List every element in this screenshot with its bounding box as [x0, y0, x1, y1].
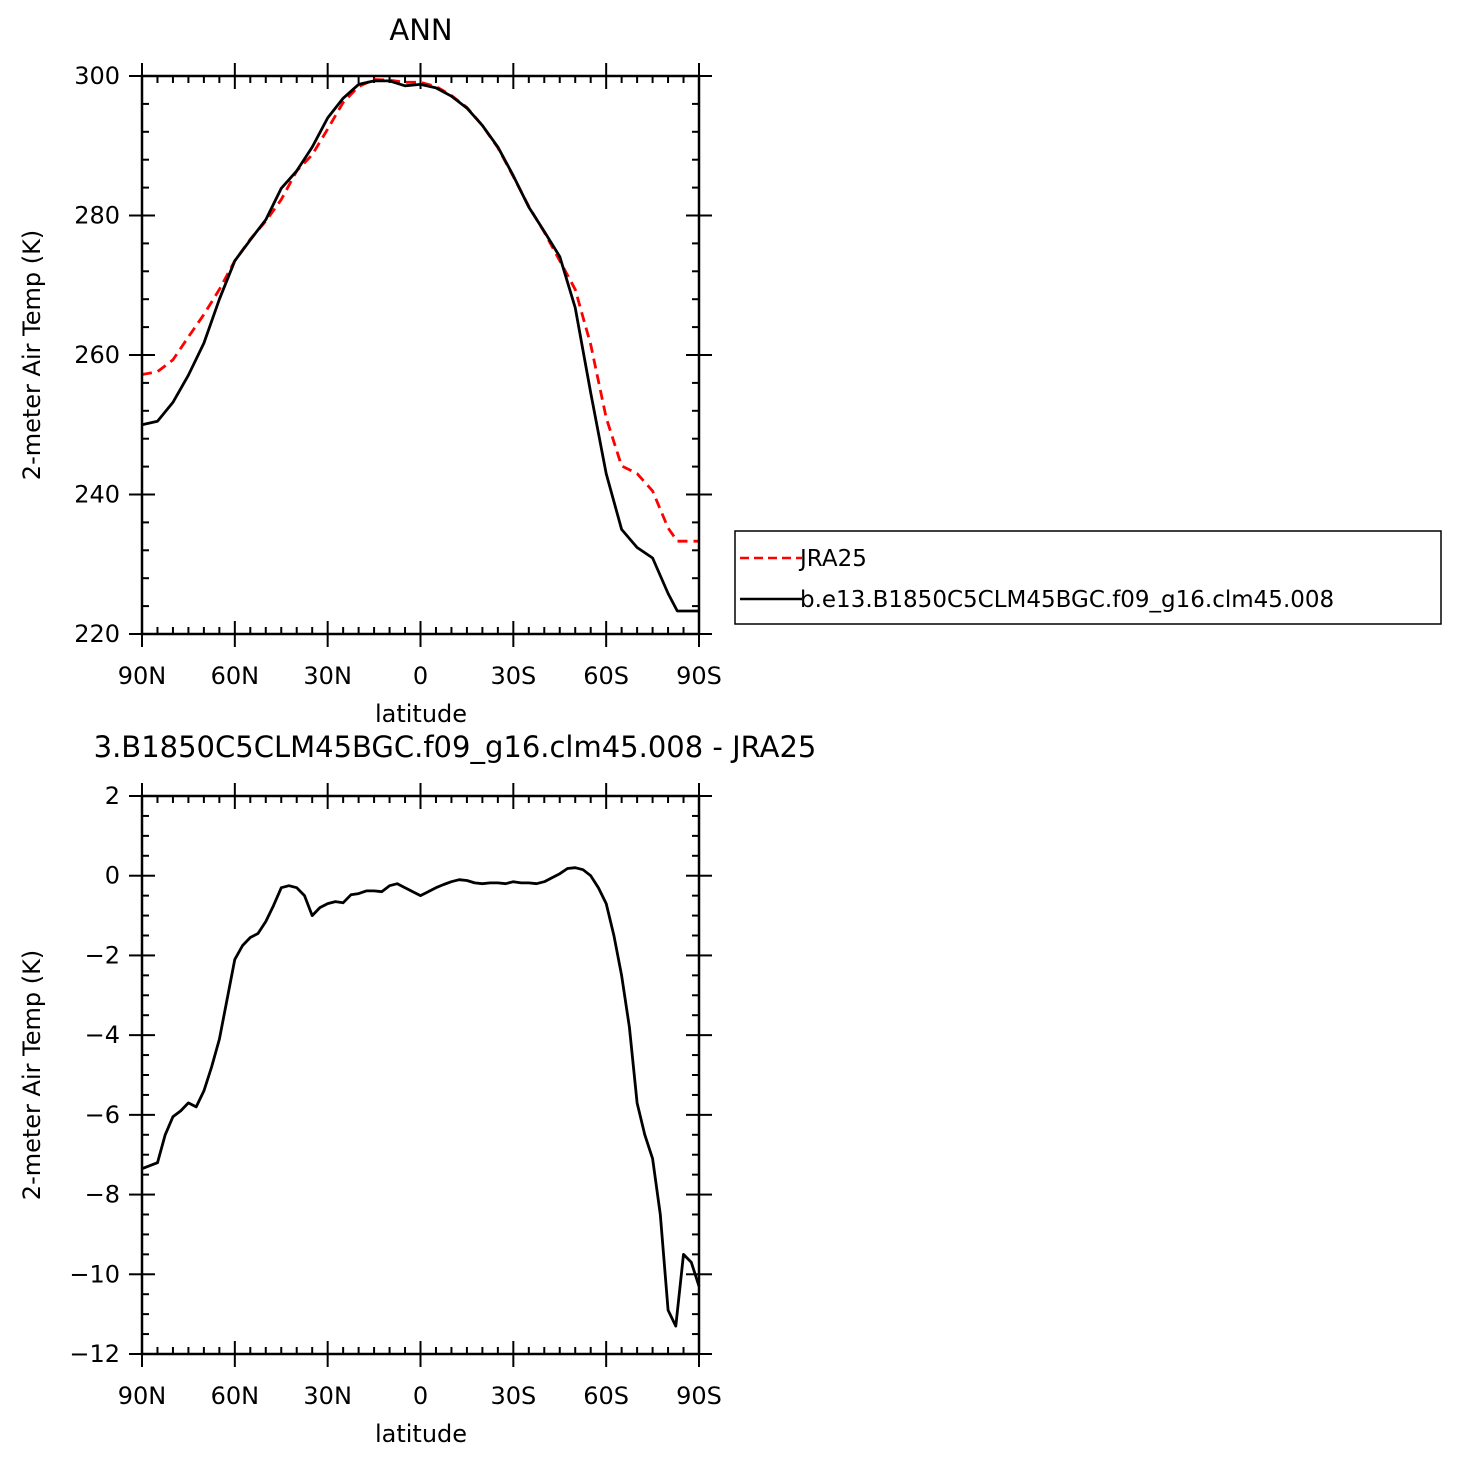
top-chart-title: ANN	[389, 13, 452, 47]
bottom-chart-title: 3.B1850C5CLM45BGC.f09_g16.clm45.008 - JR…	[94, 730, 817, 764]
bottom-plot-frame	[140, 794, 701, 1356]
bottom-x-tick-label: 90N	[118, 1382, 167, 1410]
bottom-y-tick-label: −10	[69, 1260, 120, 1288]
top-chart-marks: 90N 60N 30N 0 30S 60S 90S 220 240 260 280 300	[74, 62, 722, 690]
bottom-y-axis-label: 2-meter Air Temp (K)	[18, 950, 46, 1200]
bottom-y-tick-label: −2	[85, 941, 120, 969]
top-x-tick-label: 30S	[490, 662, 536, 690]
top-y-tick-label: 260	[74, 341, 120, 369]
top-x-tick-label: 90N	[118, 662, 167, 690]
legend-box	[734, 530, 1442, 625]
bottom-x-tick-label: 30N	[303, 1382, 352, 1410]
top-y-tick-label: 220	[74, 620, 120, 648]
bottom-y-tick-label: −4	[85, 1021, 120, 1049]
bottom-x-axis-label: latitude	[375, 1420, 467, 1448]
bottom-y-tick-label: −12	[69, 1340, 120, 1368]
legend-label-jra25: JRA25	[798, 546, 867, 572]
legend: JRA25 b.e13.B1850C5CLM45BGC.f09_g16.clm4…	[734, 530, 1442, 625]
top-series-line-model	[141, 79, 699, 613]
top-x-tick-label: 0	[413, 662, 428, 690]
top-x-tick-label: 30N	[303, 662, 352, 690]
top-x-tick-label: 60S	[583, 662, 629, 690]
bottom-series-line-model	[141, 866, 701, 1328]
top-series-line-jra25	[141, 78, 699, 543]
bottom-chart-marks: 90N 60N 30N 0 30S 60S 90S −12 −10 −8 −6 −4 −2 0 2	[69, 782, 722, 1410]
bottom-x-tick-label: 60N	[211, 1382, 260, 1410]
bottom-y-tick-label: −8	[85, 1181, 120, 1209]
top-y-tick-label: 300	[74, 62, 120, 90]
top-y-tick-label: 240	[74, 481, 120, 509]
top-y-tick-label: 280	[74, 202, 120, 230]
bottom-x-tick-label: 60S	[583, 1382, 629, 1410]
top-plot-frame	[140, 74, 701, 636]
bottom-y-tick-label: 0	[105, 862, 120, 890]
top-y-axis-label: 2-meter Air Temp (K)	[18, 230, 46, 480]
bottom-x-tick-label: 90S	[676, 1382, 722, 1410]
bottom-x-tick-label: 0	[413, 1382, 428, 1410]
bottom-x-tick-label: 30S	[490, 1382, 536, 1410]
top-x-axis-label: latitude	[375, 700, 467, 728]
bottom-y-tick-label: 2	[105, 782, 120, 810]
bottom-panel: 3.B1850C5CLM45BGC.f09_g16.clm45.008 - JR…	[18, 730, 816, 1448]
top-x-tick-label: 60N	[211, 662, 260, 690]
top-x-tick-label: 90S	[676, 662, 722, 690]
bottom-y-tick-label: −6	[85, 1101, 120, 1129]
top-panel: ANN 90N 60N 30N 0 30S 60S 90S 220 240 260 280 300 l…	[18, 13, 1442, 728]
legend-label-model: b.e13.B1850C5CLM45BGC.f09_g16.clm45.008	[800, 587, 1334, 613]
